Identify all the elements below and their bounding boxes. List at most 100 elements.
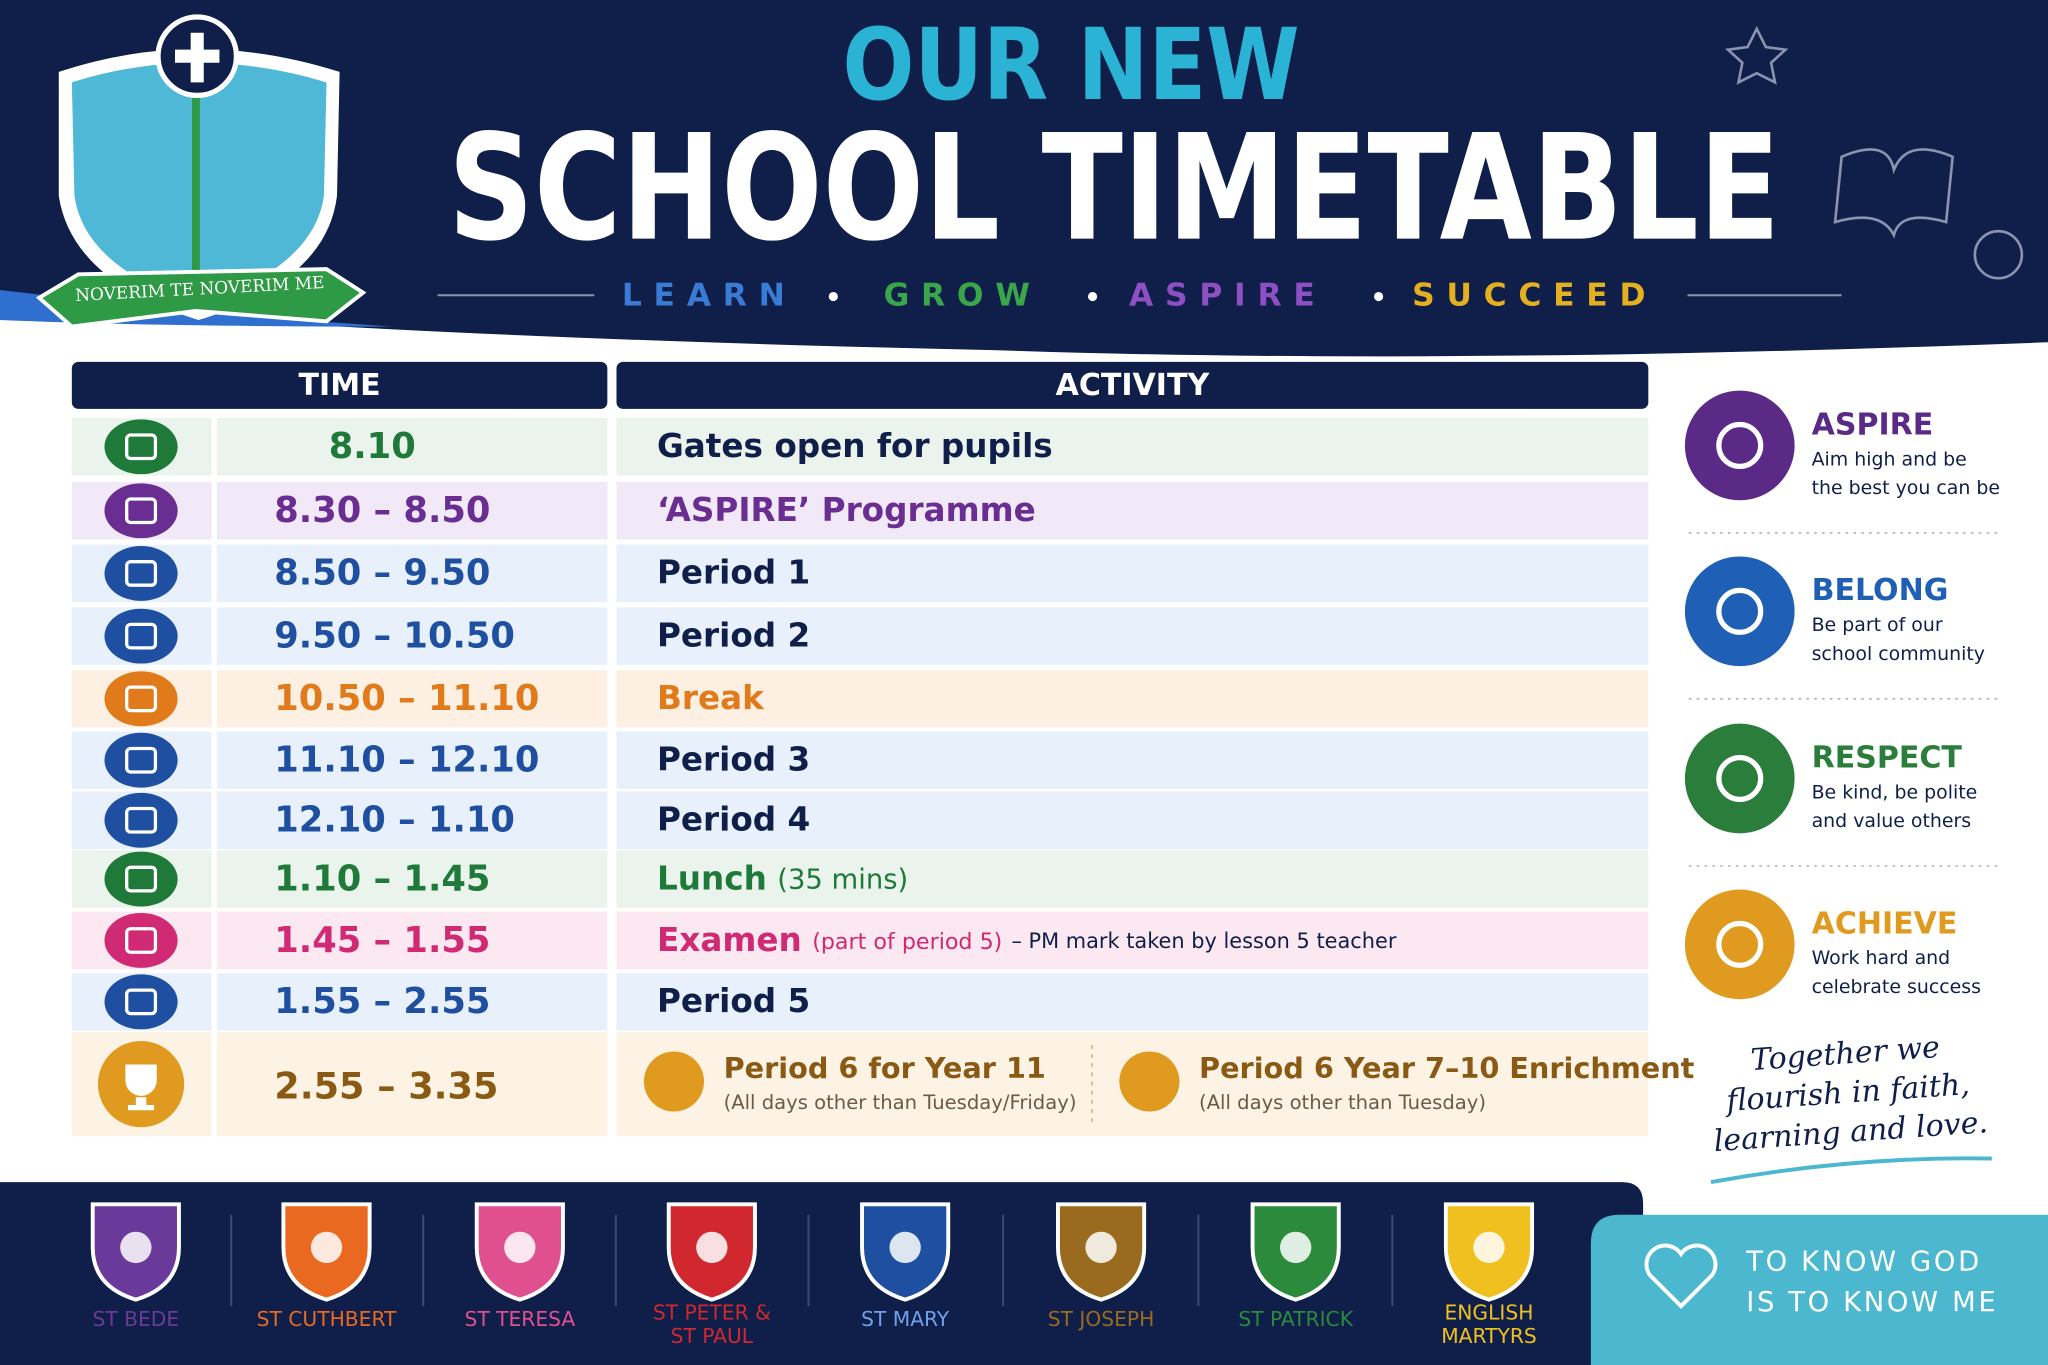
house-name: ENGLISH [1445,1301,1534,1325]
row-activity: Period 3 [657,741,810,779]
row-activity: Examen (part of period 5) – PM mark taken … [657,921,1397,959]
house-name: ST CUTHBERT [257,1307,397,1331]
row-activity-cell [616,607,1649,665]
value-text: Aim high and be [1812,448,1967,470]
activity-name: Period 3 [657,741,810,779]
row-time: 9.50 – 10.50 [274,615,515,656]
row-activity: Period 1 [657,554,810,592]
option-title: Period 6 Year 7–10 Enrichment [1199,1051,1695,1085]
house-name: ST MARY [861,1307,950,1331]
house-emblem [1473,1231,1505,1264]
slogan-underline [1710,1156,1992,1185]
row-time-cell [216,850,608,908]
value-title: RESPECT [1812,740,1963,775]
option-icon [643,1051,704,1112]
motto-dot [1088,291,1098,302]
row-time: 1.10 – 1.45 [274,858,490,899]
row-time-cell [216,973,608,1031]
row-time-cell [216,418,608,476]
house-name: ST PAUL [671,1324,754,1348]
row-time: 8.10 [329,426,416,467]
activity-note: (35 mins) [777,864,908,895]
row-time: 12.10 – 1.10 [274,800,515,841]
value-text: Work hard and [1812,947,1951,969]
value-icon [1684,556,1795,667]
footer-box [1590,1214,2048,1365]
house-emblem [120,1231,152,1264]
row-icon-glyph [125,865,158,893]
row-icon-glyph [125,988,158,1016]
row-activity-cell [616,731,1649,789]
row-icon [104,608,178,664]
value-title: ACHIEVE [1812,906,1958,941]
row-time-cell [216,544,608,603]
trophy-glyph [125,1064,157,1111]
row-activity-cell [616,544,1649,603]
motto-word: GROW [884,278,1042,314]
house-emblem [1085,1231,1117,1264]
row-activity-cell [616,973,1649,1031]
house-name: MARTYRS [1441,1324,1537,1348]
activity-name: Period 1 [657,554,810,592]
row-icon [104,546,178,601]
option-note: (All days other than Tuesday/Friday) [724,1091,1077,1114]
row-icon-glyph [125,927,158,954]
option-title: Period 6 for Year 11 [724,1051,1046,1085]
row-icon [104,792,178,848]
house-emblem [504,1231,536,1264]
row-activity-cell [616,418,1649,476]
footer-line: IS TO KNOW ME [1746,1287,1998,1318]
house-emblem [889,1231,921,1264]
row-activity: Gates open for pupils [657,427,1053,465]
value-title: BELONG [1812,573,1949,608]
motto-dot [1374,291,1384,302]
row-icon-glyph [125,746,158,774]
row-icon-glyph [125,433,158,461]
star-doodle [1725,25,1789,85]
heart-icon [1644,1243,1718,1309]
activity-name: Period 4 [657,801,810,839]
row-activity-cell [616,911,1649,970]
row-time: 8.30 – 8.50 [274,490,490,531]
column-header-bar [616,361,1649,409]
final-row-time: 2.55 – 3.35 [274,1065,498,1108]
house-name: ST TERESA [464,1307,575,1331]
motto-word: LEARN [622,278,797,314]
house-name: ST BEDE [93,1307,180,1331]
title-top: OUR NEW [842,8,1299,123]
crest-ribbon [35,267,367,329]
activity-note: (part of period 5) [812,928,1002,954]
houses-band [0,1182,1644,1365]
house-emblem [696,1231,728,1264]
row-icon [104,483,178,539]
row-time-cell [216,482,608,540]
crest-cross [175,32,220,83]
column-header: TIME [299,368,381,403]
value-icon-glyph [1716,421,1764,469]
row-activity: Break [657,679,765,717]
row-icon-glyph [125,497,158,525]
value-icon-glyph [1716,920,1764,968]
row-time: 1.55 – 2.55 [274,981,490,1022]
option-note: (All days other than Tuesday) [1199,1091,1486,1114]
row-icon-glyph [125,685,158,713]
value-text: Be part of our [1812,614,1943,636]
motto-word: SUCCEED [1412,278,1657,314]
final-row-cell [216,1031,608,1137]
house-name: ST PETER & [653,1301,771,1325]
column-header-bar [71,361,608,409]
bulb-doodle [1973,229,2024,280]
row-time: 8.50 – 9.50 [274,553,490,594]
row-time: 11.10 – 12.10 [274,740,539,781]
row-icon-glyph [125,806,158,834]
value-title: ASPIRE [1812,407,1934,442]
value-icon-glyph [1716,587,1764,635]
row-activity-cell [616,482,1649,540]
row-time: 10.50 – 11.10 [274,678,539,719]
activity-name: Examen [657,921,802,959]
row-activity: Period 4 [657,801,810,839]
row-time-cell [216,791,608,850]
activity-name: Lunch [657,859,767,897]
